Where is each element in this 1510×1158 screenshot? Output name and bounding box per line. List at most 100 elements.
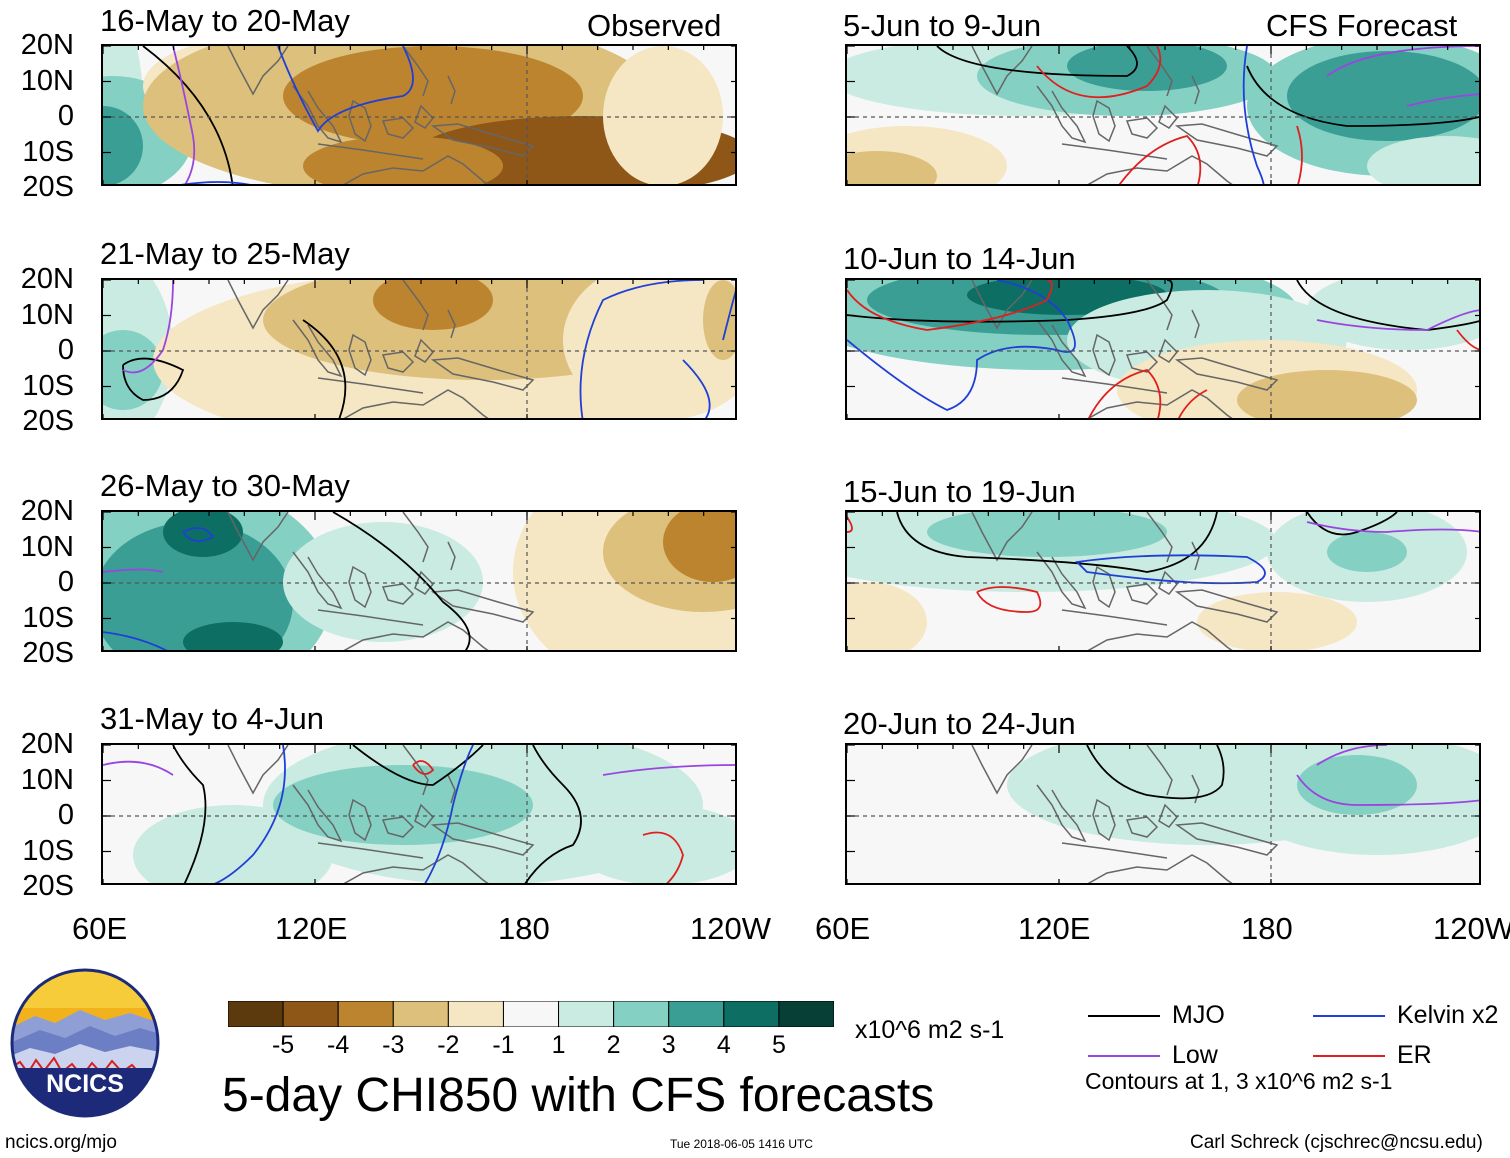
panel-title: 15-Jun to 19-Jun <box>843 474 1076 509</box>
coastline <box>447 75 456 105</box>
column-label-observed: Observed <box>587 8 722 43</box>
contour-mjo <box>122 357 185 401</box>
y-tick-label: 20S <box>22 405 74 437</box>
colorbar-swatch <box>778 1001 834 1027</box>
contour-low <box>1326 46 1479 77</box>
anomaly-field-patch <box>847 582 927 650</box>
y-tick-label: 0 <box>57 100 74 132</box>
logo-text: NCICS <box>46 1070 124 1098</box>
y-tick-label: 10N <box>20 530 74 563</box>
coastline <box>292 551 343 610</box>
panel-forecast-4 <box>845 743 1481 885</box>
coastline <box>430 589 535 623</box>
contour-er <box>1118 135 1202 184</box>
y-tick-label: 20N <box>20 495 74 527</box>
x-tick-label: 180 <box>1241 911 1293 946</box>
coastline <box>971 280 1033 330</box>
contour-kelvin-x2 <box>579 280 704 418</box>
contour-low <box>103 760 174 776</box>
anomaly-field-patch <box>163 512 243 557</box>
coastline <box>1036 85 1087 144</box>
anomaly-field-patch <box>1287 51 1479 141</box>
anomaly-field-patch <box>373 280 493 330</box>
timestamp: Tue 2018-06-05 1416 UTC <box>670 1137 813 1151</box>
panel-observed-3 <box>101 510 737 652</box>
contour-kelvin-x2 <box>182 527 215 542</box>
anomaly-field-patch <box>103 522 293 650</box>
coastline <box>1146 512 1173 563</box>
coastline <box>317 609 424 626</box>
x-tick-label: 60E <box>72 911 128 946</box>
coastline <box>227 46 289 96</box>
coastline <box>1061 143 1168 160</box>
contour-kelvin-x2 <box>214 745 286 883</box>
y-tick-label: 10N <box>20 298 74 331</box>
colorbar-swatch <box>723 1001 780 1027</box>
contour-kelvin-x2 <box>424 745 474 883</box>
coastline <box>1146 745 1173 796</box>
coastline <box>292 784 343 843</box>
coastline <box>1125 816 1159 838</box>
coastline <box>317 842 424 859</box>
anomaly-field-patch <box>563 280 735 418</box>
colorbar-swatch <box>613 1001 670 1027</box>
contour-low <box>1296 774 1479 806</box>
website: ncics.org/mjo <box>5 1132 117 1153</box>
contour-er <box>847 516 853 533</box>
colorbar-swatch <box>392 1001 449 1027</box>
colorbar-swatch <box>502 1001 560 1027</box>
coastline <box>348 333 372 377</box>
colorbar-swatch <box>447 1001 504 1027</box>
coastline <box>381 583 415 605</box>
coastline <box>430 123 535 157</box>
contour-er <box>1036 46 1162 99</box>
coastline <box>402 512 429 563</box>
legend-swatch <box>1088 1015 1160 1017</box>
coastline <box>1191 774 1200 804</box>
contour-kelvin-x2 <box>682 359 711 418</box>
contour-low <box>122 280 174 374</box>
panel-forecast-3 <box>845 510 1481 652</box>
panel-forecast-1 <box>845 44 1481 186</box>
panel-title: 26-May to 30-May <box>100 468 350 503</box>
coastline <box>381 351 415 373</box>
coastline <box>381 816 415 838</box>
colorbar-swatch <box>558 1001 615 1027</box>
y-tick-label: 10S <box>22 369 74 402</box>
contour-low <box>1316 745 1388 766</box>
contour-er <box>1456 329 1479 351</box>
coastline <box>227 745 289 795</box>
coastline <box>402 280 429 331</box>
x-tick-label: 60E <box>815 911 871 946</box>
contour-mjo <box>332 512 471 650</box>
colorbar-tick-label: -1 <box>492 1031 515 1059</box>
anomaly-field-patch <box>927 512 1167 557</box>
x-tick-label: 120W <box>690 911 771 946</box>
contour-er <box>976 586 1042 613</box>
coastline <box>348 565 372 609</box>
anomaly-field-patch <box>1297 755 1417 815</box>
legend-label: MJO <box>1172 1001 1225 1029</box>
coastline <box>292 319 343 378</box>
coastline <box>1146 46 1173 97</box>
contour-er <box>412 760 435 775</box>
legend-swatch <box>1088 1055 1160 1057</box>
coastline <box>381 117 415 139</box>
coastline <box>343 155 489 184</box>
y-tick-label: 20N <box>20 263 74 295</box>
colorbar-tick-label: 3 <box>661 1031 676 1059</box>
coastline <box>1125 117 1159 139</box>
colorbar-swatch <box>337 1001 394 1027</box>
anomaly-field-patch <box>703 280 735 360</box>
coastline <box>1087 155 1233 184</box>
y-tick-label: 0 <box>57 799 74 831</box>
panel-title: 5-Jun to 9-Jun <box>843 8 1042 43</box>
y-tick-label: 20S <box>22 870 74 902</box>
coastline <box>343 621 489 650</box>
anomaly-field-patch <box>1327 532 1407 572</box>
anomaly-field-patch <box>573 805 735 883</box>
y-tick-label: 10N <box>20 64 74 97</box>
contour-kelvin-x2 <box>103 631 168 650</box>
contour-kelvin-x2 <box>1075 554 1266 585</box>
anomaly-field-patch <box>1367 136 1479 184</box>
